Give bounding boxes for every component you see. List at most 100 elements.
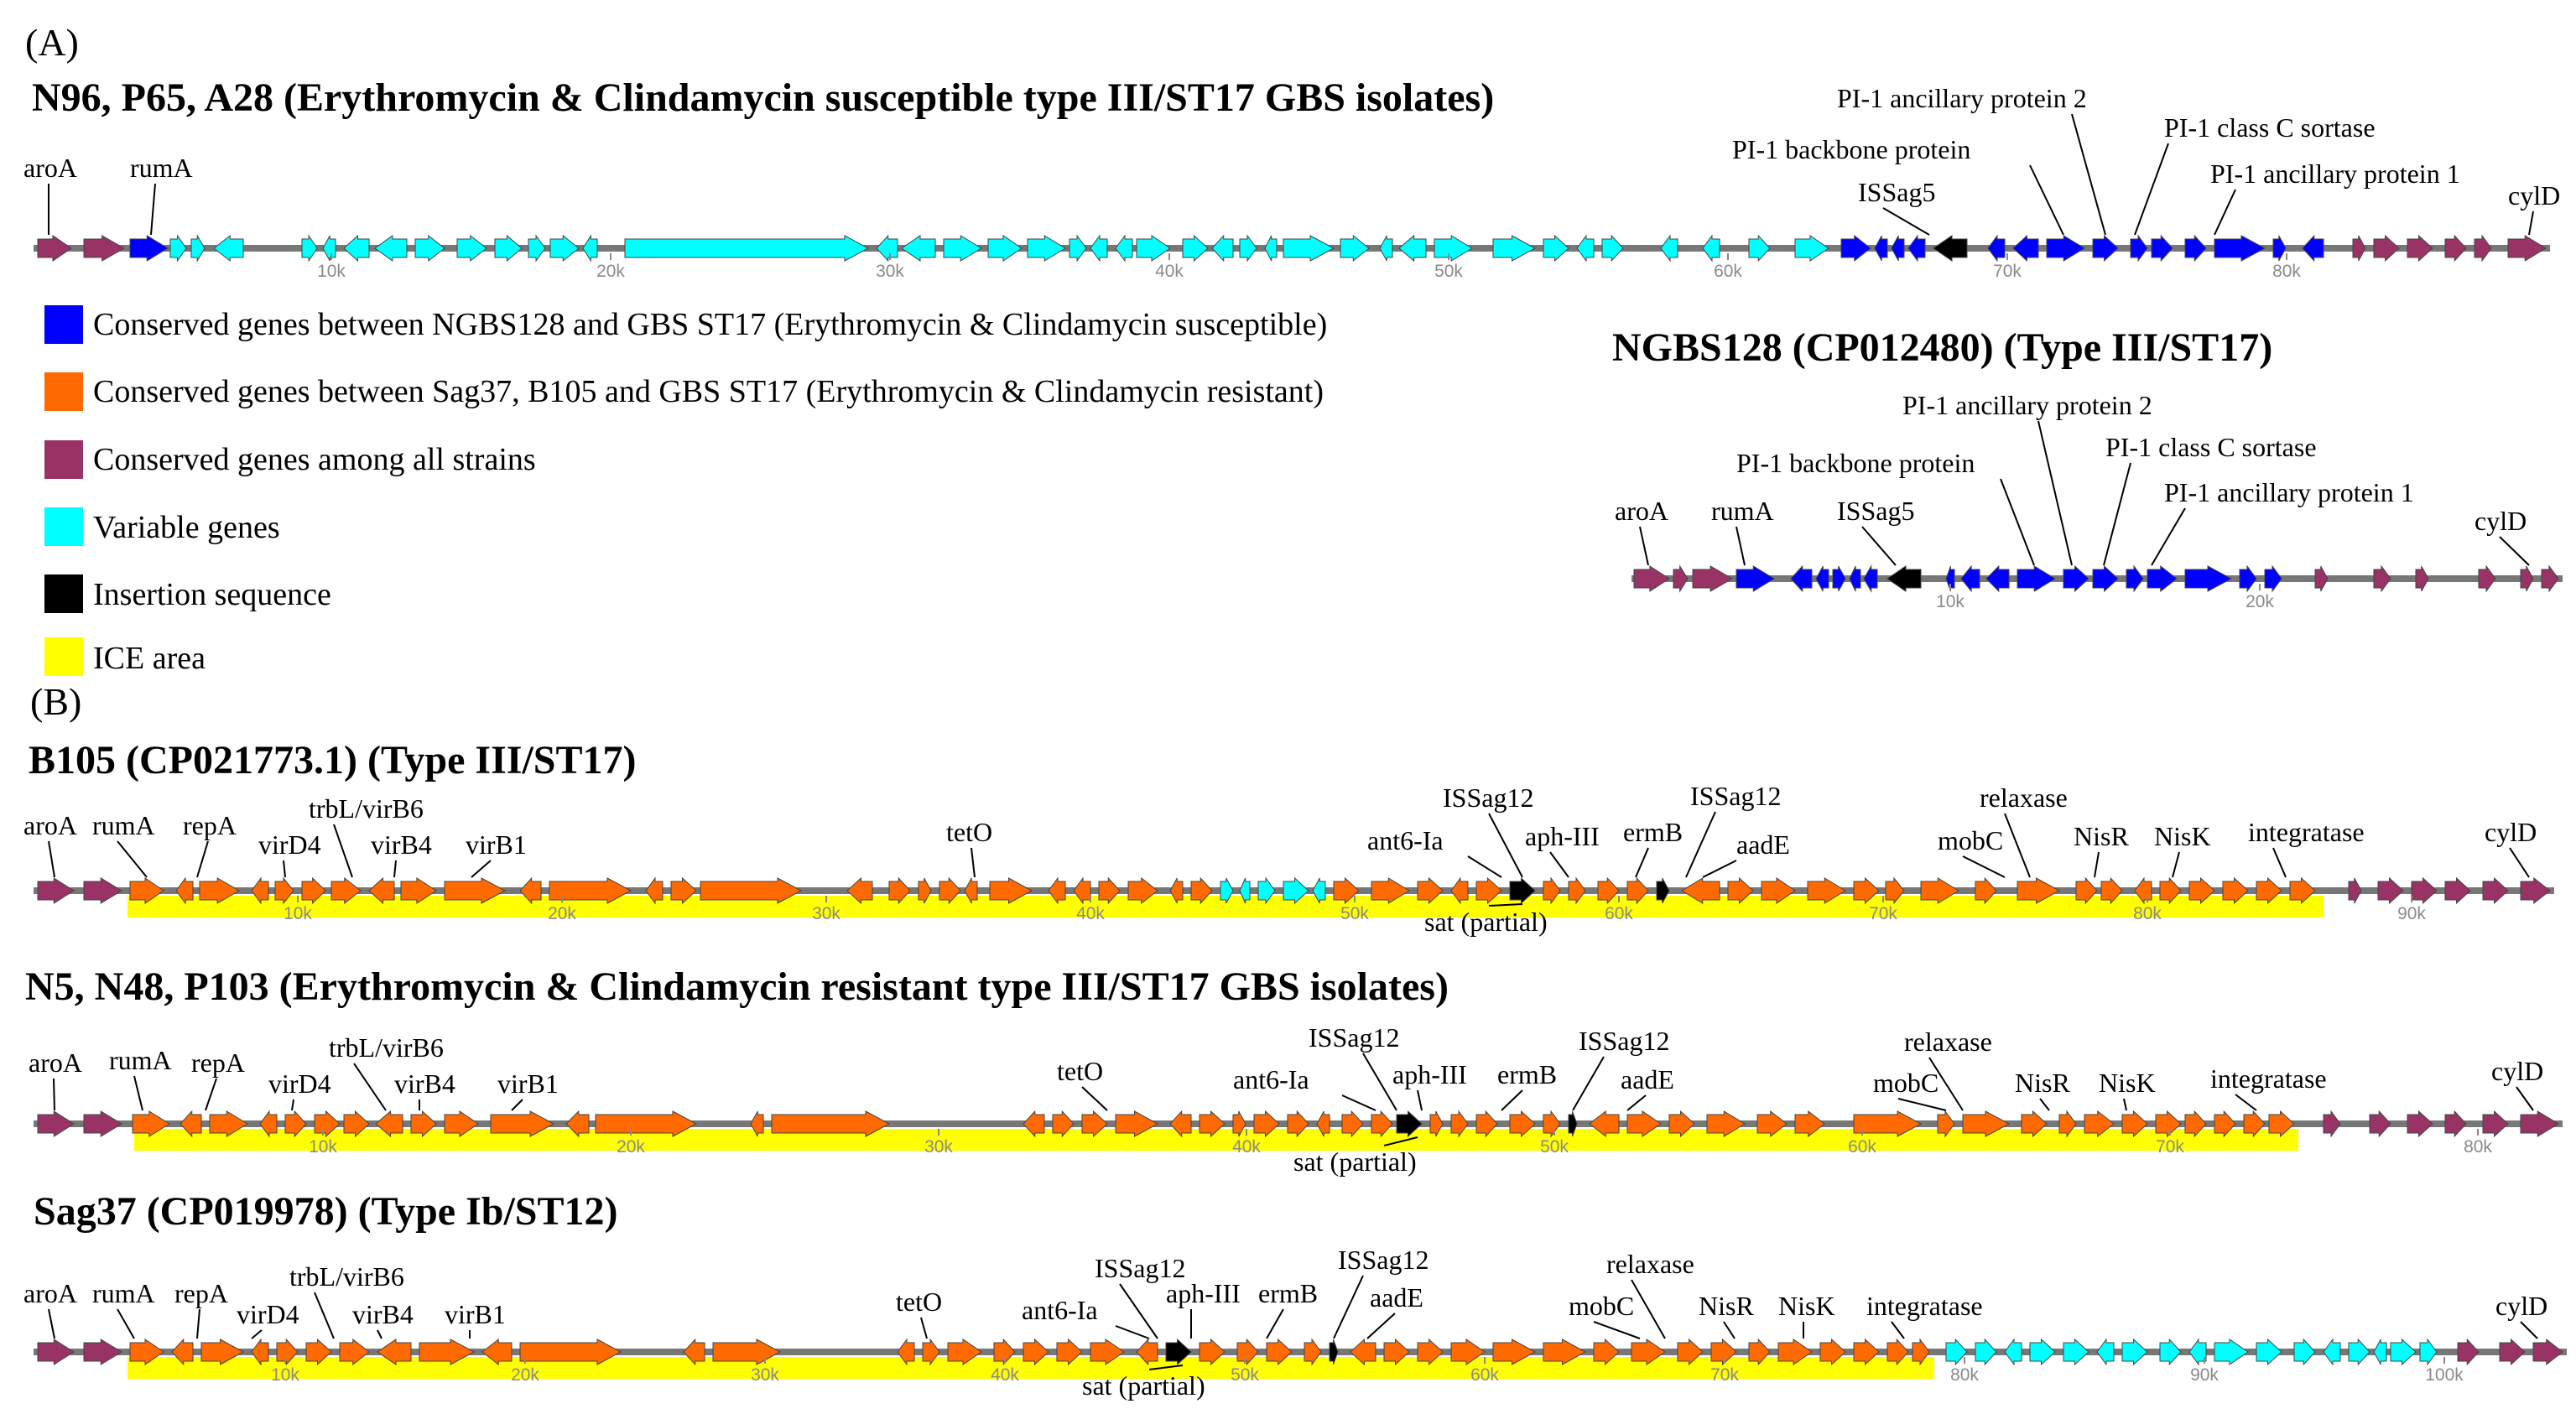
gene-arrow-b105 [1333, 876, 1360, 905]
gene-label: trbL/virB6 [289, 1261, 404, 1292]
gene-arrow-st17-resistant [750, 1110, 764, 1137]
gene-arrow-st17-resistant [1668, 1110, 1695, 1138]
gene-arrow-st17-resistant [259, 1110, 278, 1138]
gene-label: rumA [109, 1045, 172, 1075]
label-pointer [1891, 1321, 1905, 1339]
gene-arrow-sag37 [1593, 1338, 1620, 1366]
gene-arrow-st17-susceptible [1434, 235, 1473, 262]
gene-arrow-st17-susceptible [2474, 234, 2492, 263]
tick-label: 20k [617, 1137, 645, 1157]
gene-label: NisR [1699, 1291, 1754, 1321]
gene-label: rumA [92, 1278, 155, 1308]
legend-swatch-variable [44, 507, 83, 546]
label-pointer [333, 824, 353, 878]
gene-label: NisR [2074, 821, 2129, 851]
gene-label: rumA [1711, 496, 1774, 526]
label-pointer [1897, 1098, 1947, 1111]
gene-label: integratase [2210, 1063, 2327, 1094]
gene-arrow-st17-susceptible [83, 235, 126, 262]
gene-arrow-ngbs128 [2264, 564, 2282, 593]
gene-label: ermB [1623, 817, 1683, 847]
gene-label: virB4 [394, 1068, 455, 1099]
legend-label-insertion: Insertion sequence [93, 577, 331, 612]
gene-arrow-ngbs128 [1863, 564, 1878, 593]
label-pointer [2516, 1086, 2534, 1111]
label-pointer [2103, 462, 2131, 566]
gene-arrow-b105 [670, 876, 697, 905]
gene-arrow-st17-resistant [2268, 1110, 2295, 1138]
gene-arrow-b105 [2289, 876, 2316, 905]
gene-arrow-sag37 [377, 1339, 412, 1365]
gene-arrow-sag37 [1266, 1338, 1293, 1366]
label-pointer [2509, 847, 2530, 878]
gene-arrow-ngbs128 [1886, 565, 1922, 592]
gene-arrow-st17-susceptible [1182, 234, 1209, 263]
label-pointer [1626, 1094, 1647, 1111]
gene-arrow-st17-susceptible [1748, 234, 1771, 263]
gene-arrow-b105 [251, 876, 269, 905]
label-pointer [2029, 164, 2064, 236]
gene-arrow-b105 [2222, 876, 2249, 905]
gene-arrow-b105 [330, 876, 362, 905]
gene-arrow-st17-susceptible [987, 235, 1023, 262]
label-pointer [1119, 1283, 1158, 1339]
gene-arrow-b105 [964, 877, 978, 904]
gene-label: NisK [1778, 1291, 1835, 1321]
gene-arrow-st17-resistant [1962, 1110, 2011, 1137]
label-pointer [1962, 855, 2006, 878]
gene-arrow-b105 [2444, 876, 2471, 905]
gene-arrow-sag37 [1417, 1338, 1444, 1366]
gene-arrow-st17-resistant [1589, 1110, 1620, 1138]
label-pointer [2000, 478, 2035, 566]
gene-arrow-b105 [199, 877, 240, 904]
tick-label: 50k [1340, 904, 1369, 923]
gene-arrow-st17-resistant [1509, 1110, 1536, 1138]
gene-arrow-b105 [2256, 876, 2282, 905]
gene-label: ant6-Ia [1367, 825, 1444, 855]
gene-arrow-sag37 [419, 1339, 476, 1365]
gene-arrow-st17-susceptible [37, 235, 72, 262]
gene-label: PI-1 backbone protein [1736, 448, 1975, 478]
gene-label: trbL/virB6 [329, 1032, 444, 1063]
gene-arrow-ngbs128 [2063, 564, 2089, 593]
label-pointer [2520, 1321, 2538, 1339]
label-pointer [2499, 536, 2530, 566]
label-pointer [1861, 526, 1897, 566]
gene-arrow-sag37 [993, 1338, 1016, 1366]
gene-arrow-st17-resistant [1115, 1110, 1159, 1137]
gene-label: cylD [2485, 817, 2537, 847]
label-pointer [205, 1078, 217, 1111]
gene-arrow-sag37 [1677, 1338, 1704, 1366]
gene-arrows [37, 234, 2563, 1366]
gene-arrow-st17-susceptible [582, 234, 598, 263]
label-pointer [1572, 1056, 1605, 1111]
gene-label: cylD [2475, 506, 2527, 536]
gene-arrow-ngbs128 [1673, 564, 1689, 593]
gene-arrow-ngbs128 [1736, 565, 1775, 592]
gene-label: aroA [29, 1048, 82, 1078]
gene-arrow-st17-resistant [2520, 1110, 2559, 1137]
gene-arrow-st17-susceptible [1283, 235, 1335, 262]
tick-label: 10k [1936, 592, 1965, 611]
gene-arrow-b105 [2482, 876, 2509, 905]
label-pointer [283, 860, 286, 878]
gene-label: cylD [2491, 1056, 2543, 1086]
label-pointer [1467, 855, 1502, 878]
label-pointer [117, 1308, 135, 1339]
tick-label: 30k [876, 262, 904, 281]
gene-arrow-st17-susceptible [1264, 235, 1278, 262]
gene-arrow-st17-susceptible [213, 234, 244, 263]
gene-arrow-b105 [1417, 876, 1444, 905]
gene-arrow-sag37 [1056, 1338, 1083, 1366]
label-pointer [1702, 860, 1737, 878]
gene-labels: aroA rumA ISSag5 PI-1 backbone protein PI-1 … [23, 83, 2560, 1401]
label-pointer [1549, 851, 1569, 878]
gene-arrow-sag37 [1450, 1339, 1486, 1365]
gene-arrow-st17-resistant [565, 1110, 590, 1138]
label-pointer [393, 860, 397, 878]
gene-arrow-sag37 [2457, 1338, 2480, 1366]
gene-arrow-sag37 [1304, 1338, 1322, 1366]
label-pointer [1631, 1279, 1666, 1339]
label-pointer [971, 847, 976, 878]
gene-label: ant6-Ia [1233, 1064, 1309, 1094]
